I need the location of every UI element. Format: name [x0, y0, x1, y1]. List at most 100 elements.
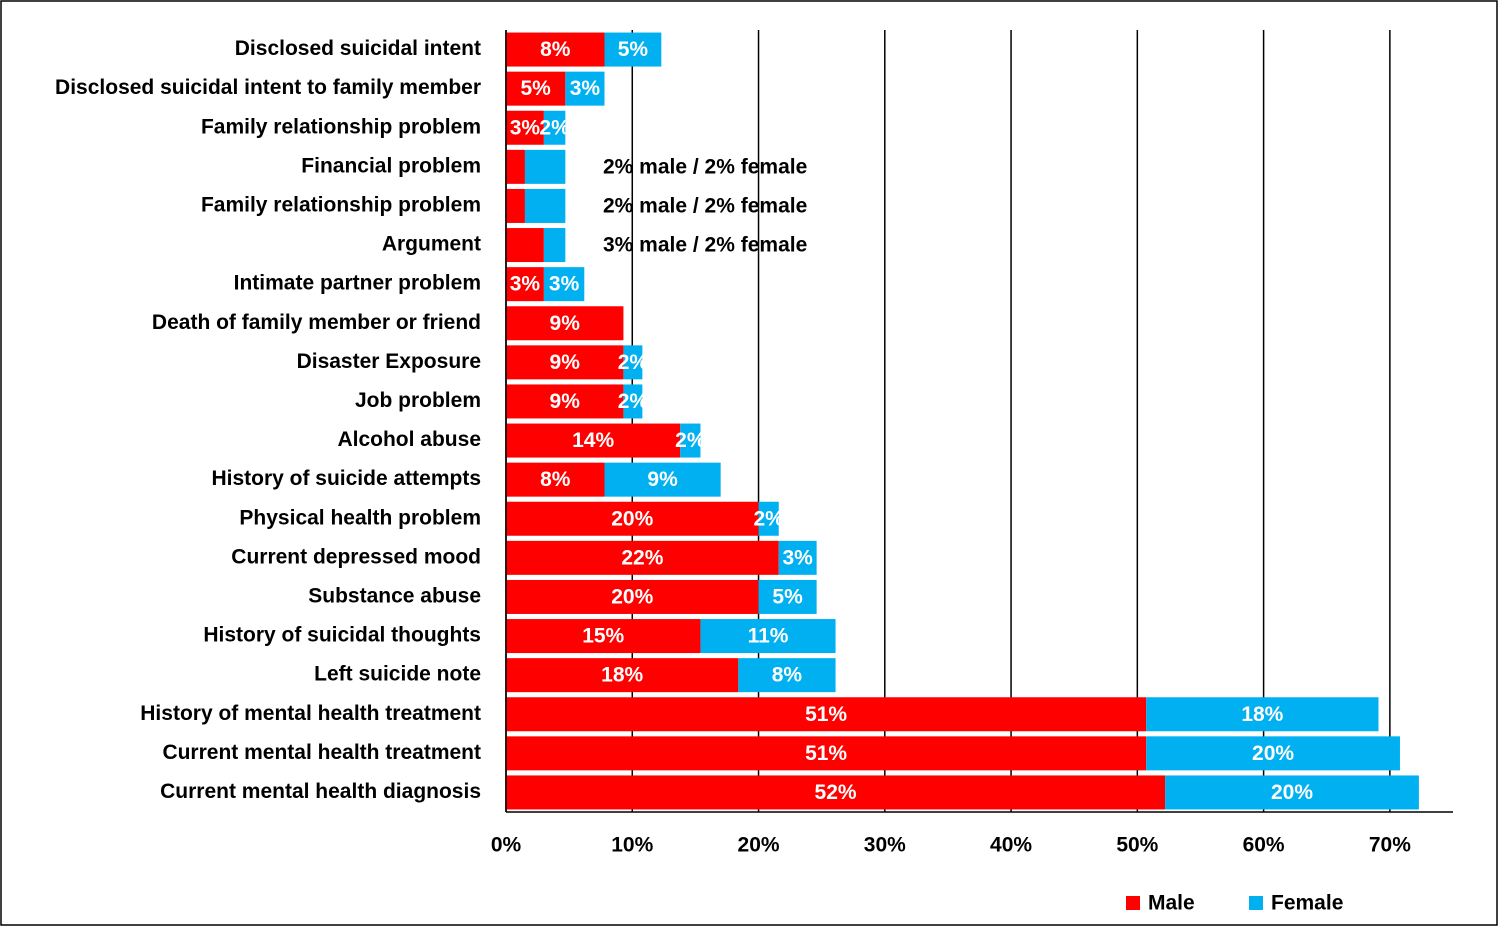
category-label: History of suicidal thoughts: [203, 624, 481, 647]
value-label: 51%: [805, 703, 847, 726]
category-label: History of suicide attempts: [211, 467, 481, 490]
value-label: 15%: [582, 625, 624, 648]
annotation: 2% male / 2% female: [603, 194, 807, 217]
value-label: 20%: [611, 585, 653, 608]
category-label: Disaster Exposure: [297, 350, 481, 373]
bar-segment: [1165, 775, 1419, 810]
bar-segment: [506, 188, 525, 223]
value-label: 2%: [753, 507, 784, 530]
bar-segment: [506, 462, 605, 497]
value-label: 2%: [539, 116, 570, 139]
category-label: Disclosed suicidal intent to family memb…: [55, 76, 481, 99]
legend-swatch: [1249, 896, 1263, 910]
value-label: 22%: [621, 546, 663, 569]
x-tick-label: 40%: [990, 834, 1032, 857]
value-label: 20%: [1271, 781, 1313, 804]
category-label: Job problem: [355, 389, 481, 412]
bar-segment: [758, 501, 779, 536]
category-label: Death of family member or friend: [152, 311, 481, 334]
bar-segment: [623, 345, 643, 380]
value-label: 3%: [510, 273, 541, 296]
legend-label: Female: [1271, 892, 1343, 915]
bar-segment: [506, 384, 624, 419]
bar-segment: [738, 658, 836, 693]
bar-segment: [506, 501, 759, 536]
category-label: History of mental health treatment: [140, 702, 481, 725]
value-label: 5%: [772, 585, 803, 608]
category-label: Current depressed mood: [231, 545, 481, 568]
bar-segment: [543, 267, 585, 302]
value-label: 5%: [520, 77, 551, 100]
value-label: 2%: [618, 390, 649, 413]
value-label: 18%: [601, 664, 643, 687]
value-label: 8%: [540, 468, 571, 491]
bar-segment: [506, 658, 739, 693]
bar-segment: [1146, 736, 1400, 771]
value-label: 9%: [550, 390, 581, 413]
bar-segment: [565, 71, 605, 106]
bar-segment: [524, 149, 566, 184]
value-label: 3%: [782, 546, 813, 569]
bar-segment: [758, 579, 817, 614]
bar-segment: [506, 228, 544, 263]
value-label: 2%: [675, 429, 706, 452]
bar-segment: [604, 32, 662, 67]
bar-segment: [778, 540, 817, 575]
category-label: Argument: [382, 233, 481, 256]
category-label: Alcohol abuse: [337, 428, 481, 451]
bar-segment: [506, 736, 1147, 771]
bar-segment: [506, 775, 1166, 810]
value-label: 9%: [550, 351, 581, 374]
bar-segment: [623, 384, 643, 419]
annotation: 2% male / 2% female: [603, 155, 807, 178]
category-label: Family relationship problem: [201, 193, 481, 216]
bar-segment: [506, 306, 624, 341]
legend-swatch: [1126, 896, 1140, 910]
value-label: 18%: [1241, 703, 1283, 726]
category-label: Left suicide note: [314, 663, 481, 686]
bar-segment: [506, 110, 544, 145]
category-label: Financial problem: [301, 154, 481, 177]
bar-segment: [506, 697, 1147, 732]
category-label: Current mental health diagnosis: [160, 780, 481, 803]
x-tick-label: 10%: [611, 834, 653, 857]
value-label: 20%: [611, 507, 653, 530]
bar-segment: [700, 619, 836, 654]
x-tick-label: 20%: [738, 834, 780, 857]
bar-segment: [680, 423, 701, 458]
bar-segment: [506, 540, 779, 575]
annotation: 3% male / 2% female: [603, 234, 807, 257]
value-label: 8%: [772, 664, 803, 687]
bar-segment: [1146, 697, 1379, 732]
x-tick-label: 30%: [864, 834, 906, 857]
x-tick-label: 70%: [1369, 834, 1411, 857]
bar-segment: [604, 462, 721, 497]
x-tick-label: 50%: [1116, 834, 1158, 857]
value-label: 51%: [805, 742, 847, 765]
value-label: 52%: [815, 781, 857, 804]
bar-segment: [543, 110, 566, 145]
value-label: 3%: [510, 116, 541, 139]
value-label: 3%: [549, 273, 580, 296]
value-label: 2%: [618, 351, 649, 374]
value-label: 8%: [540, 38, 571, 61]
bar-segment: [506, 579, 759, 614]
value-label: 11%: [748, 625, 789, 648]
value-label: 14%: [572, 429, 614, 452]
bar-segment: [506, 71, 566, 106]
bar-segment: [506, 423, 681, 458]
value-label: 9%: [647, 468, 678, 491]
category-label: Intimate partner problem: [234, 272, 481, 295]
category-label: Family relationship problem: [201, 115, 481, 138]
bar-segment: [506, 345, 624, 380]
bar-segment: [506, 32, 605, 67]
value-label: 5%: [618, 38, 649, 61]
x-tick-label: 0%: [491, 834, 522, 857]
x-tick-label: 60%: [1243, 834, 1285, 857]
category-label: Disclosed suicidal intent: [235, 37, 481, 60]
category-label: Physical health problem: [239, 506, 481, 529]
category-label: Substance abuse: [308, 584, 481, 607]
legend-label: Male: [1148, 892, 1195, 915]
